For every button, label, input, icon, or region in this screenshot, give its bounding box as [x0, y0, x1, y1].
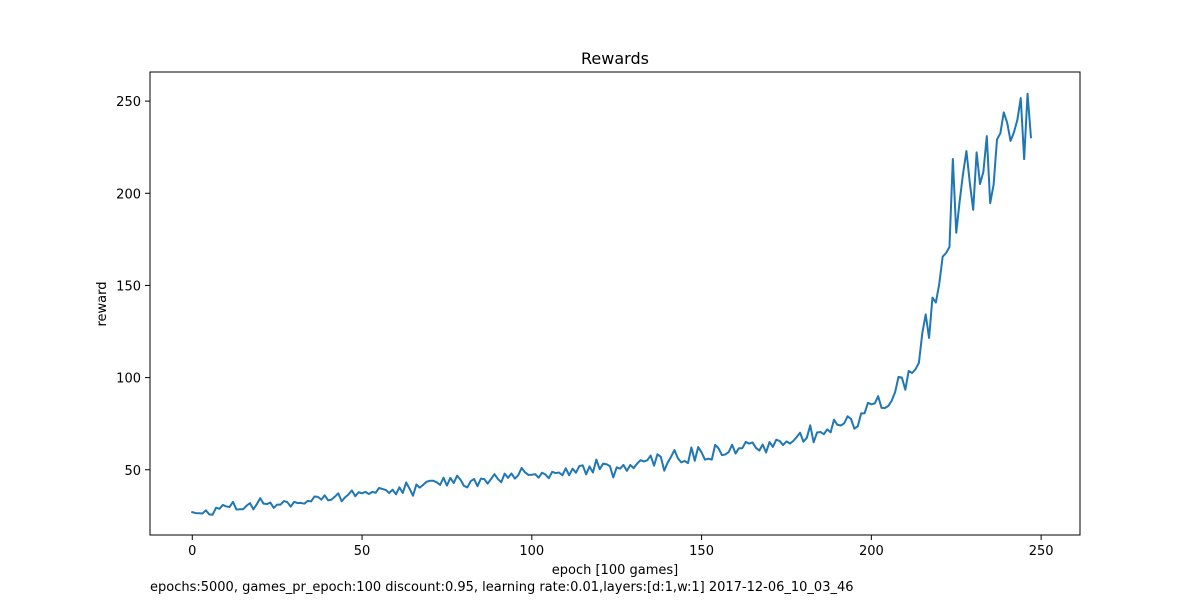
x-tick-label: 150 — [689, 544, 714, 559]
y-tick-label: 100 — [116, 372, 141, 387]
y-tick-label: 50 — [124, 464, 141, 479]
y-axis-label: reward — [95, 281, 110, 326]
x-axis-label: epoch [100 games] — [552, 563, 678, 578]
x-tick-label: 250 — [1029, 544, 1054, 559]
run-parameters-caption: epochs:5000, games_pr_epoch:100 discount… — [150, 580, 854, 595]
plot-area — [149, 71, 1081, 536]
y-axis-ticks: 50 100 150 200 250 — [116, 95, 150, 479]
y-tick-label: 250 — [116, 95, 141, 110]
x-axis-ticks: 0 50 100 150 200 250 — [188, 535, 1054, 559]
y-tick-label: 200 — [116, 187, 141, 202]
y-tick-label: 150 — [116, 279, 141, 294]
x-tick-label: 0 — [188, 544, 196, 559]
x-tick-label: 200 — [859, 544, 884, 559]
series-line-reward — [191, 92, 1033, 516]
chart-title: Rewards — [581, 49, 649, 68]
x-tick-label: 50 — [354, 544, 371, 559]
plot-background — [150, 72, 1080, 535]
x-tick-label: 100 — [519, 544, 544, 559]
plot-frame — [149, 71, 1081, 536]
